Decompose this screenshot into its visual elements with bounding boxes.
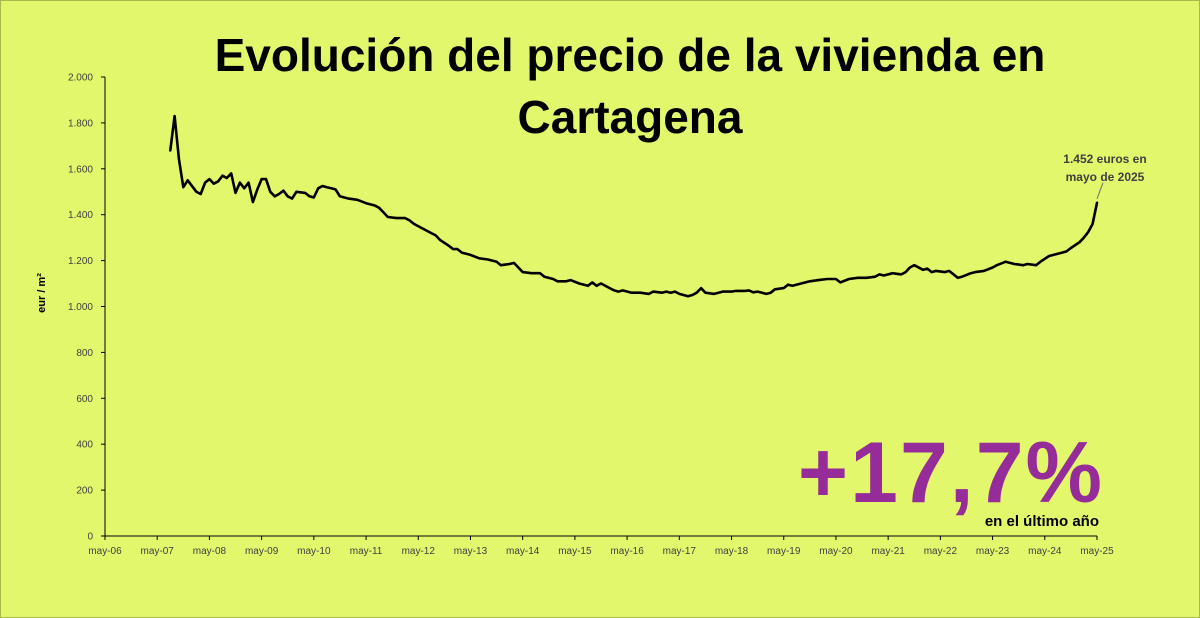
- x-tick-label: may-07: [141, 546, 175, 557]
- x-tick-label: may-08: [193, 546, 227, 557]
- y-tick-label: 200: [76, 486, 93, 497]
- series-line: [169, 114, 1099, 298]
- x-tick-label: may-21: [871, 546, 905, 557]
- y-axis: 0 200 400 600 800 1.000 1.200 1.400 1.600 1.800 2.…: [68, 73, 106, 543]
- y-tick-label: 800: [76, 348, 93, 359]
- y-tick-label: 1.200: [68, 256, 93, 267]
- yearly-change-value: +17,7%: [797, 425, 1104, 521]
- annotation-line-1: 1.452 euros en: [1063, 152, 1147, 166]
- x-tick-label: may-13: [454, 546, 488, 557]
- x-tick-label: may-24: [1028, 546, 1062, 557]
- y-tick-label: 1.600: [68, 164, 93, 175]
- chart-title-line-2: Cartagena: [517, 91, 743, 143]
- y-tick-label: 1.400: [68, 210, 93, 221]
- x-tick-label: may-15: [558, 546, 592, 557]
- x-tick-label: may-18: [715, 546, 749, 557]
- x-tick-label: may-17: [663, 546, 697, 557]
- y-tick-label: 1.000: [68, 302, 93, 313]
- x-tick-label: may-19: [767, 546, 801, 557]
- y-tick-label: 0: [87, 532, 93, 543]
- x-tick-label: may-14: [506, 546, 540, 557]
- x-tick-label: may-09: [245, 546, 279, 557]
- y-tick-label: 1.800: [68, 118, 93, 129]
- x-tick-label: may-23: [976, 546, 1010, 557]
- y-tick-label: 2.000: [68, 73, 93, 84]
- x-tick-label: may-16: [610, 546, 644, 557]
- x-tick-label: may-10: [297, 546, 331, 557]
- last-value-annotation: 1.452 euros en mayo de 2025: [1050, 150, 1160, 186]
- annotation-line-2: mayo de 2025: [1065, 170, 1145, 184]
- x-tick-label: may-11: [350, 546, 383, 557]
- x-tick-label: may-20: [819, 546, 853, 557]
- chart-title: Evolución del precio de la vivienda en C…: [180, 24, 1080, 148]
- x-axis: may-06 may-07 may-08 may-09 may-10 may-11 may-…: [88, 535, 1114, 557]
- x-tick-label: may-06: [88, 546, 122, 557]
- x-tick-label: may-12: [402, 546, 436, 557]
- series-group: [169, 114, 1099, 298]
- y-axis-label: eur / m²: [36, 273, 48, 313]
- yearly-change-caption: en el último año: [984, 513, 1099, 530]
- x-tick-label: may-22: [924, 546, 958, 557]
- y-tick-label: 400: [76, 440, 93, 451]
- chart-title-line-1: Evolución del precio de la vivienda en: [214, 29, 1046, 81]
- y-tick-label: 600: [76, 394, 93, 405]
- annotation-leader-line: [1096, 182, 1104, 199]
- x-tick-label: may-25: [1080, 546, 1114, 557]
